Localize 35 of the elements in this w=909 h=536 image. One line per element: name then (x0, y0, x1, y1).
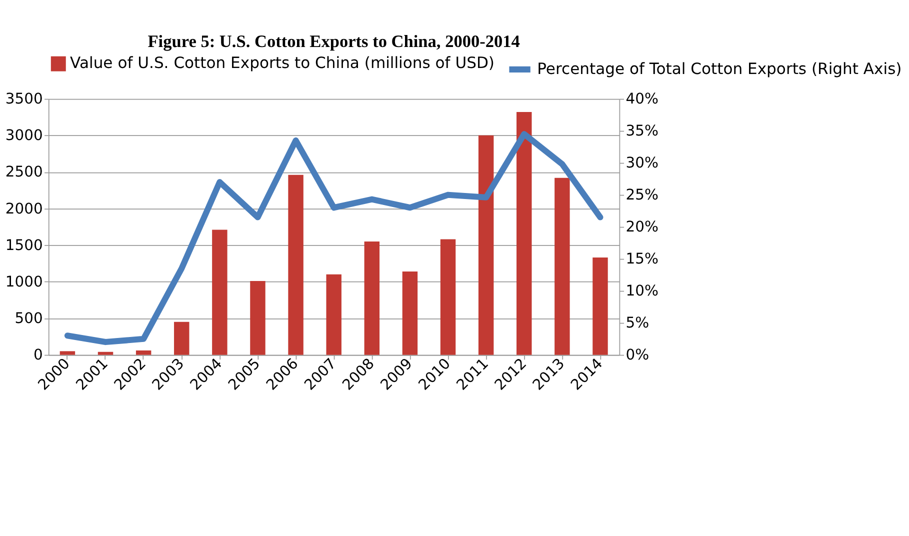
bar (98, 352, 114, 355)
y-tick-label: 2500 (5, 164, 43, 181)
chart-title: Figure 5: U.S. Cotton Exports to China, 2000-2014 (148, 32, 520, 51)
bar (250, 280, 266, 355)
y-tick-label: 0 (33, 346, 43, 364)
y2-tick-label: 0% (626, 346, 650, 364)
bar (592, 258, 608, 355)
y2-tick-label: 5% (626, 314, 650, 332)
bar (326, 274, 342, 355)
y2-tick-label: 30% (626, 154, 658, 172)
bar (440, 239, 456, 355)
bar (288, 174, 304, 355)
legend-label: Percentage of Total Cotton Exports (Right Axis) (537, 60, 902, 78)
bar (174, 322, 190, 355)
y2-tick-label: 15% (626, 250, 658, 268)
bar (516, 112, 532, 355)
y-tick-label: 1500 (5, 236, 43, 254)
legend-label: Value of U.S. Cotton Exports to China (millions of USD) (70, 54, 495, 72)
y-tick-label: 3000 (5, 127, 43, 144)
bar (402, 271, 418, 355)
y2-tick-label: 25% (626, 186, 658, 204)
y-tick-label: 2000 (5, 200, 43, 218)
bar (554, 178, 570, 355)
y2-tick-label: 40% (626, 90, 658, 108)
bar (136, 350, 152, 355)
y-tick-label: 1000 (5, 273, 43, 290)
bar (478, 135, 494, 355)
y2-tick-label: 20% (626, 218, 658, 236)
bar (212, 230, 228, 355)
bar (60, 351, 76, 355)
bar (364, 241, 380, 355)
y2-tick-label: 10% (626, 282, 658, 300)
y2-tick-label: 35% (626, 122, 658, 140)
y-tick-label: 3500 (5, 90, 43, 108)
y-tick-label: 500 (14, 310, 43, 328)
